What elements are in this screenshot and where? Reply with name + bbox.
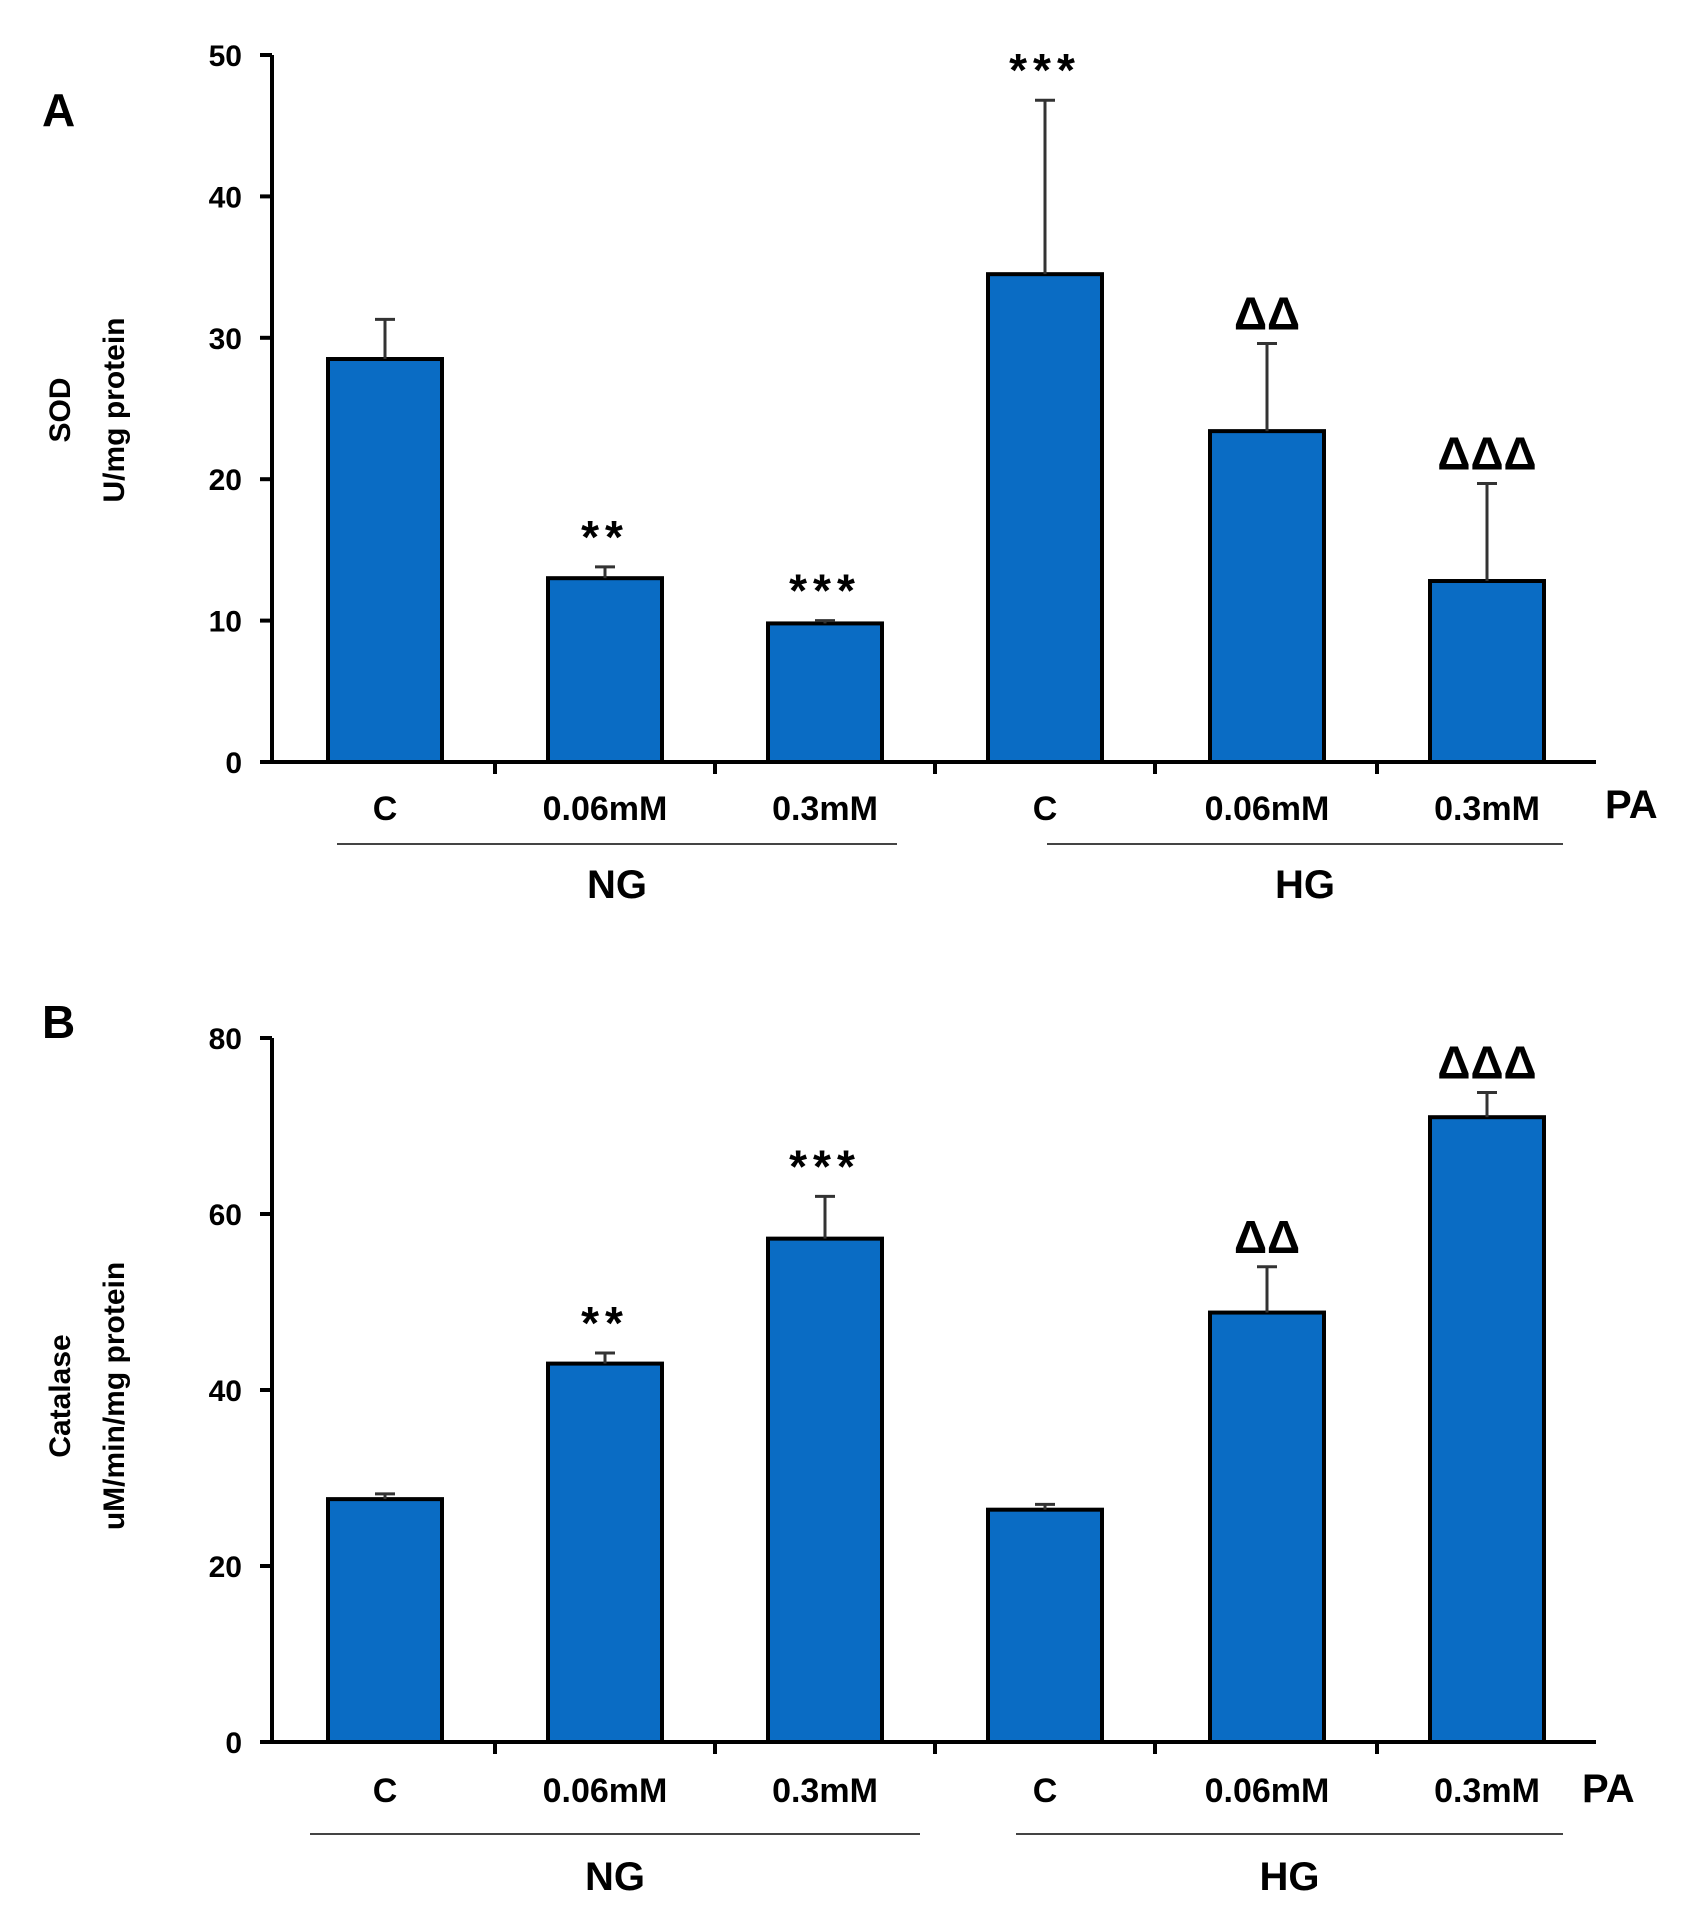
y-axis-label: U/mg protein [98, 318, 131, 503]
significance-marker: ** [581, 1297, 629, 1349]
y-tick-label: 40 [209, 181, 242, 214]
y-tick-label: 10 [209, 606, 242, 639]
x-category-label: 0.3mM [772, 1772, 878, 1810]
bar [326, 357, 444, 764]
x-category-label: 0.06mM [543, 1772, 668, 1810]
panel-b-catalase-chart: B 0 20 40 60 80 C ** 0.06mM *** 0.3mM C ΔΔ 0.06mM ΔΔΔ 0… [42, 996, 1635, 1899]
bar [766, 1236, 884, 1744]
bar [326, 1497, 444, 1744]
y-tick-label: 20 [209, 464, 242, 497]
x-axis-label: PA [1582, 1767, 1635, 1811]
panel-label: A [42, 84, 75, 136]
x-category-label: C [1033, 790, 1058, 828]
group-label: HG [1260, 1855, 1320, 1899]
y-axis-label: uM/min/mg protein [98, 1262, 131, 1530]
y-tick-label: 0 [225, 1727, 242, 1760]
significance-marker: ΔΔΔ [1437, 1037, 1536, 1089]
y-tick-label: 40 [209, 1375, 242, 1408]
x-category-label: 0.06mM [1205, 1772, 1330, 1810]
y-tick-label: 20 [209, 1551, 242, 1584]
y-tick-label: 30 [209, 323, 242, 356]
group-label: NG [587, 863, 647, 907]
bar [546, 576, 664, 764]
group-label: HG [1275, 863, 1335, 907]
x-category-label: 0.3mM [772, 790, 878, 828]
bar [1428, 579, 1546, 764]
x-category-label: C [1033, 1772, 1058, 1810]
y-tick-label: 50 [209, 40, 242, 73]
y-tick-label: 60 [209, 1199, 242, 1232]
x-category-label: 0.06mM [1205, 790, 1330, 828]
bar [1428, 1115, 1546, 1744]
bar [1208, 1310, 1326, 1745]
panel-label: B [42, 996, 75, 1048]
x-category-label: C [373, 790, 398, 828]
bar [1208, 429, 1326, 764]
significance-marker: *** [1009, 44, 1081, 96]
bar [986, 272, 1104, 764]
x-category-label: 0.3mM [1434, 790, 1540, 828]
y-axis-label: Catalase [44, 1334, 77, 1457]
significance-marker: *** [789, 565, 861, 617]
x-category-label: 0.06mM [543, 790, 668, 828]
significance-marker: ΔΔ [1234, 1211, 1300, 1263]
significance-marker: ΔΔ [1234, 287, 1300, 339]
group-label: NG [585, 1855, 645, 1899]
bar [986, 1507, 1104, 1745]
x-category-label: C [373, 1772, 398, 1810]
significance-marker: ** [581, 511, 629, 563]
y-axis-label: SOD [44, 377, 77, 442]
y-tick-label: 0 [225, 747, 242, 780]
y-tick-label: 80 [209, 1023, 242, 1056]
bar [546, 1361, 664, 1744]
bar [766, 621, 884, 764]
x-axis-label: PA [1605, 783, 1658, 827]
significance-marker: ΔΔΔ [1437, 427, 1536, 479]
significance-marker: *** [789, 1140, 861, 1192]
x-category-label: 0.3mM [1434, 1772, 1540, 1810]
panel-a-sod-chart: A 0 10 20 30 40 50 C ** 0.06mM *** 0.3mM *** C ΔΔ 0.06m… [42, 40, 1658, 907]
